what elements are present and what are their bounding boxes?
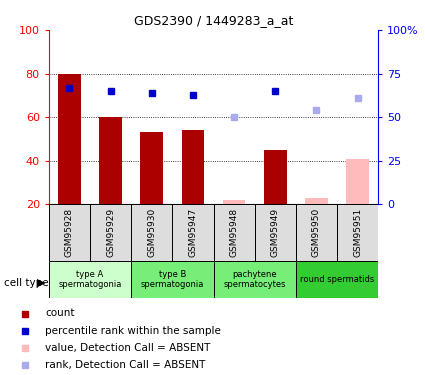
Bar [131, 261, 213, 298]
Bar [49, 204, 90, 261]
Text: type A
spermatogonia: type A spermatogonia [58, 270, 122, 289]
Bar [49, 261, 131, 298]
Text: rank, Detection Call = ABSENT: rank, Detection Call = ABSENT [45, 360, 206, 370]
Text: GSM95951: GSM95951 [353, 208, 362, 257]
Bar [58, 74, 81, 204]
Bar [131, 204, 173, 261]
Bar [141, 132, 163, 204]
Bar [99, 117, 122, 204]
Text: cell type: cell type [4, 278, 49, 288]
Text: percentile rank within the sample: percentile rank within the sample [45, 326, 221, 336]
Bar [255, 204, 296, 261]
Bar [264, 150, 286, 204]
Bar [90, 204, 131, 261]
Bar [223, 200, 246, 204]
Text: GSM95929: GSM95929 [106, 208, 115, 257]
Bar [305, 198, 328, 204]
Bar [296, 204, 337, 261]
Text: count: count [45, 309, 75, 318]
Text: ▶: ▶ [37, 278, 46, 288]
Text: round spermatids: round spermatids [300, 275, 374, 284]
Text: GSM95930: GSM95930 [147, 208, 156, 257]
Bar [181, 130, 204, 204]
Text: GSM95928: GSM95928 [65, 208, 74, 257]
Text: type B
spermatogonia: type B spermatogonia [141, 270, 204, 289]
Title: GDS2390 / 1449283_a_at: GDS2390 / 1449283_a_at [134, 15, 293, 27]
Text: GSM95947: GSM95947 [188, 208, 198, 257]
Bar [337, 204, 378, 261]
Text: value, Detection Call = ABSENT: value, Detection Call = ABSENT [45, 343, 211, 353]
Bar [213, 204, 255, 261]
Text: pachytene
spermatocytes: pachytene spermatocytes [224, 270, 286, 289]
Bar [213, 261, 296, 298]
Bar [296, 261, 378, 298]
Bar [173, 204, 213, 261]
Text: GSM95948: GSM95948 [230, 208, 239, 257]
Bar [346, 159, 369, 204]
Text: GSM95950: GSM95950 [312, 208, 321, 257]
Text: GSM95949: GSM95949 [271, 208, 280, 257]
